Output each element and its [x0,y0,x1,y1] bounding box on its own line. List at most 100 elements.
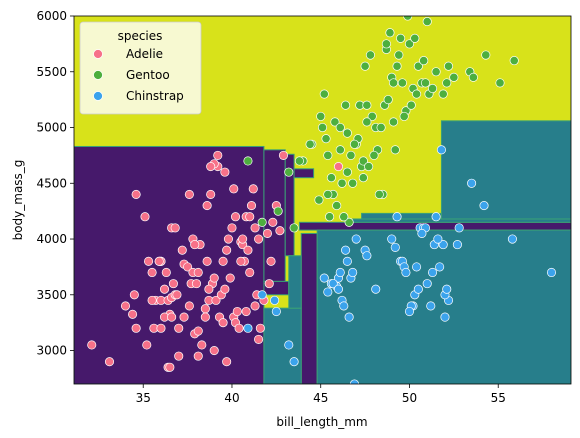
point-adelie [129,290,139,300]
point-chinstrap [507,234,517,244]
point-gentoo [481,50,491,60]
point-gentoo [358,173,368,183]
point-gentoo [257,217,267,227]
point-gentoo [385,28,395,38]
point-adelie [246,201,257,211]
point-adelie [234,323,244,333]
point-adelie [218,256,228,266]
point-adelie [211,295,221,305]
point-gentoo [339,212,349,222]
region-chinstrap [352,218,571,223]
point-gentoo [383,95,393,105]
point-gentoo [495,78,505,88]
point-adelie [220,284,230,294]
point-chinstrap [335,267,345,278]
point-adelie [248,184,258,194]
point-gentoo [438,89,448,99]
point-adelie [174,351,184,361]
point-chinstrap [271,306,281,317]
point-gentoo [509,56,519,66]
point-gentoo [289,223,299,233]
point-adelie [232,306,242,317]
point-gentoo [348,178,358,188]
point-adelie [278,150,288,160]
point-gentoo [294,156,304,166]
y-axis-title: body_mass_g [11,160,25,241]
point-chinstrap [289,357,299,367]
point-adelie [254,334,264,344]
region-chinstrap [440,120,571,220]
x-axis: 35 40 45 50 55 [136,384,506,405]
point-chinstrap [319,273,329,283]
scatter-points [87,16,557,384]
point-adelie [161,267,171,278]
point-gentoo [468,72,478,82]
point-adelie [241,306,251,317]
point-adelie [220,167,230,177]
point-chinstrap [344,312,354,322]
point-adelie [262,228,273,239]
point-chinstrap [422,279,432,289]
point-adelie [159,284,170,294]
region-adelie [74,145,265,384]
point-adelie [154,256,164,266]
point-gentoo [381,39,391,49]
point-gentoo [399,111,409,121]
point-gentoo [392,61,402,71]
point-adelie [170,223,180,233]
point-gentoo [443,61,454,71]
point-gentoo [364,161,374,172]
region-adelie [300,232,318,384]
point-gentoo [342,128,352,138]
point-adelie [140,212,150,222]
point-gentoo [358,156,368,166]
point-adelie [238,234,248,244]
point-gentoo [410,33,420,43]
point-gentoo [390,145,400,155]
point-gentoo [406,100,416,110]
point-chinstrap [452,240,462,250]
point-gentoo [376,122,386,133]
point-chinstrap [427,267,438,278]
point-chinstrap [467,178,477,188]
point-chinstrap [436,145,446,155]
point-adelie [266,256,276,266]
point-chinstrap [323,287,333,297]
point-chinstrap [341,245,351,255]
point-adelie [218,318,228,328]
point-chinstrap [339,301,349,311]
point-gentoo [321,134,331,144]
point-gentoo [305,139,315,149]
point-gentoo [374,189,384,199]
region-adelie [298,221,571,231]
point-adelie [183,262,193,272]
region-chinstrap [288,255,302,309]
point-adelie [131,323,141,333]
point-adelie [104,357,115,367]
point-adelie [142,340,152,350]
point-adelie [120,301,131,311]
point-adelie [204,284,214,294]
point-chinstrap [433,234,443,244]
point-adelie [225,273,235,283]
legend-label-adelie: Adelie [126,47,163,61]
point-chinstrap [243,323,253,333]
point-adelie [229,184,239,194]
point-chinstrap [392,212,402,222]
point-adelie [227,223,237,233]
point-gentoo [326,173,336,183]
point-adelie [202,256,212,266]
point-gentoo [427,83,438,94]
point-gentoo [449,72,459,82]
point-adelie [193,351,203,361]
point-adelie [179,312,189,322]
point-chinstrap [390,242,400,252]
point-adelie [156,323,166,333]
point-adelie [147,267,157,278]
point-gentoo [442,78,452,88]
point-gentoo [396,33,406,43]
legend-box [79,21,202,115]
point-adelie [184,301,194,311]
point-chinstrap [401,267,411,278]
region-chinstrap [316,229,571,384]
